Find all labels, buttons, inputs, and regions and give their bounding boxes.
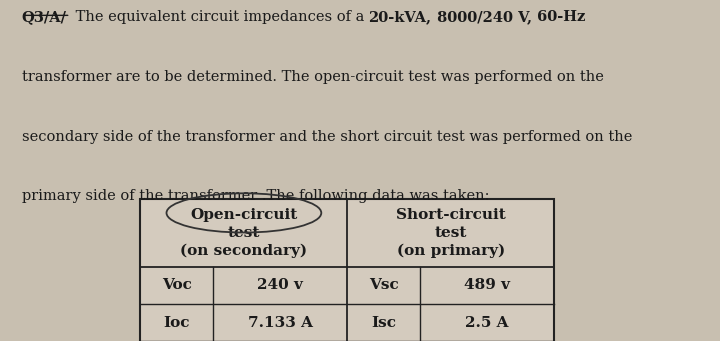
Text: Short-circuit
test
(on primary): Short-circuit test (on primary)	[396, 208, 505, 257]
Text: 60-Hz: 60-Hz	[531, 10, 585, 24]
Text: Vsc: Vsc	[369, 278, 398, 292]
Text: Open-circuit
test
(on secondary): Open-circuit test (on secondary)	[180, 208, 307, 257]
Text: 240 v: 240 v	[257, 278, 303, 292]
FancyBboxPatch shape	[140, 199, 554, 341]
Text: primary side of the transformer .The following data was taken:: primary side of the transformer .The fol…	[22, 189, 489, 203]
Text: transformer are to be determined. The open-circuit test was performed on the: transformer are to be determined. The op…	[22, 70, 603, 84]
Text: 20-kVA,: 20-kVA,	[369, 10, 431, 24]
Text: 2.5 A: 2.5 A	[465, 315, 509, 329]
Text: Voc: Voc	[162, 278, 192, 292]
Text: Ioc: Ioc	[163, 315, 190, 329]
Text: secondary side of the transformer and the short circuit test was performed on th: secondary side of the transformer and th…	[22, 130, 632, 144]
Text: Q3/A/: Q3/A/	[22, 10, 66, 24]
Text: Isc: Isc	[371, 315, 396, 329]
Text: The equivalent circuit impedances of a: The equivalent circuit impedances of a	[71, 10, 369, 24]
Text: 8000/240 V,: 8000/240 V,	[431, 10, 531, 24]
Text: 489 v: 489 v	[464, 278, 510, 292]
Text: 7.133 A: 7.133 A	[248, 315, 312, 329]
